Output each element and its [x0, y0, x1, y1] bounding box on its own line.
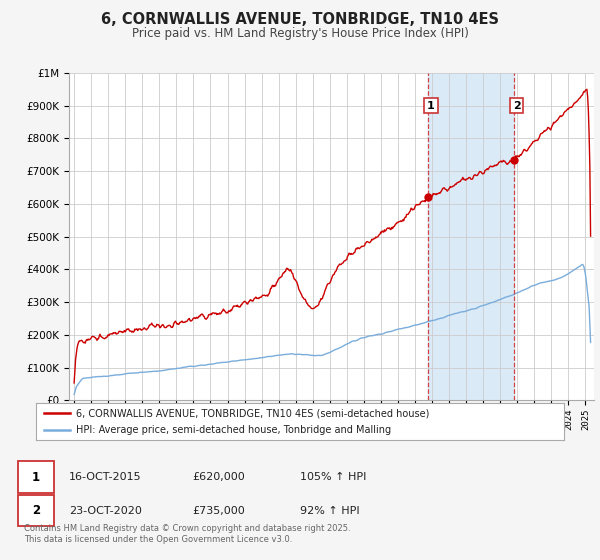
- Text: 6, CORNWALLIS AVENUE, TONBRIDGE, TN10 4ES (semi-detached house): 6, CORNWALLIS AVENUE, TONBRIDGE, TN10 4E…: [76, 408, 429, 418]
- Text: 23-OCT-2020: 23-OCT-2020: [69, 506, 142, 516]
- Text: 1: 1: [427, 101, 435, 110]
- Text: Price paid vs. HM Land Registry's House Price Index (HPI): Price paid vs. HM Land Registry's House …: [131, 27, 469, 40]
- Text: Contains HM Land Registry data © Crown copyright and database right 2025.
This d: Contains HM Land Registry data © Crown c…: [24, 524, 350, 544]
- Text: 2: 2: [513, 101, 520, 110]
- Text: 92% ↑ HPI: 92% ↑ HPI: [300, 506, 359, 516]
- Text: 16-OCT-2015: 16-OCT-2015: [69, 472, 142, 482]
- Text: 105% ↑ HPI: 105% ↑ HPI: [300, 472, 367, 482]
- Text: HPI: Average price, semi-detached house, Tonbridge and Malling: HPI: Average price, semi-detached house,…: [76, 425, 391, 435]
- Text: £620,000: £620,000: [192, 472, 245, 482]
- Text: £735,000: £735,000: [192, 506, 245, 516]
- Bar: [428, 73, 514, 400]
- Text: 1: 1: [32, 470, 40, 484]
- Text: 6, CORNWALLIS AVENUE, TONBRIDGE, TN10 4ES: 6, CORNWALLIS AVENUE, TONBRIDGE, TN10 4E…: [101, 12, 499, 27]
- Text: 2: 2: [32, 504, 40, 517]
